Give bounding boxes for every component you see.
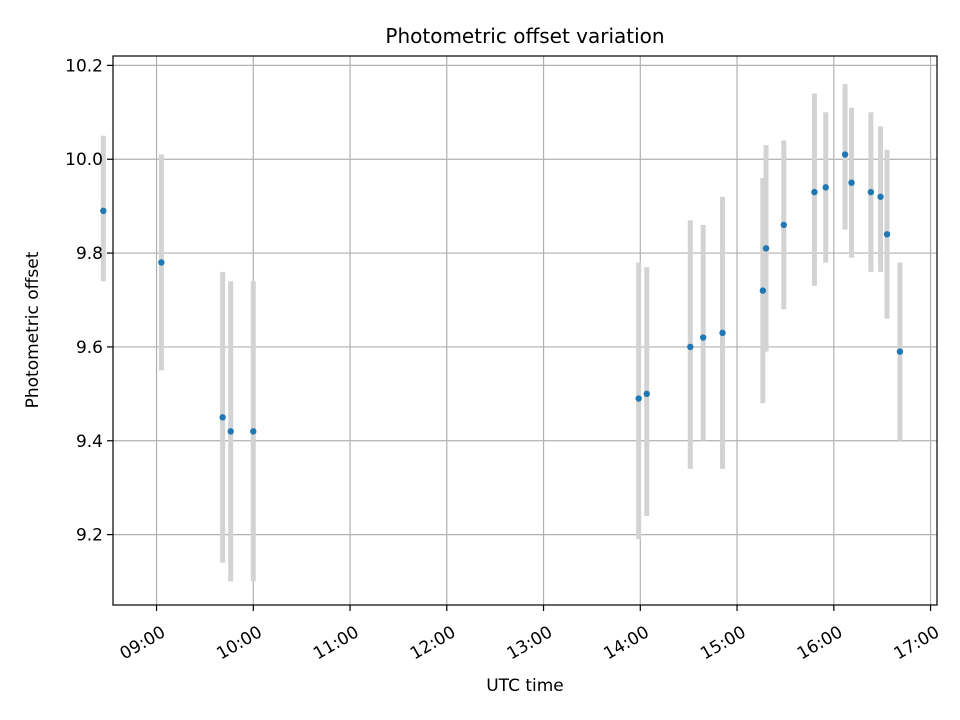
y-axis-ticks: 9.2 9.4 9.6 9.8 10.0 10.2 [65, 56, 113, 546]
data-point [867, 188, 875, 196]
data-point [635, 395, 642, 402]
data-point [687, 343, 694, 351]
data-point [811, 188, 818, 196]
plot-frame [112, 55, 938, 606]
data-point [848, 179, 855, 186]
y-tick-label: 9.8 [76, 244, 103, 264]
data-point [227, 428, 234, 435]
data-point [100, 207, 107, 215]
data-point [896, 348, 904, 355]
data-point [158, 259, 165, 266]
data-point [219, 414, 226, 421]
data-point [883, 231, 891, 238]
chart-title: Photometric offset variation [385, 24, 664, 48]
y-tick-label: 10.0 [65, 150, 103, 170]
y-tick-label: 9.4 [76, 432, 103, 452]
data-point [877, 193, 884, 200]
y-tick-label: 9.6 [76, 338, 103, 358]
data-point [643, 390, 650, 398]
y-axis-label: Photometric offset [23, 251, 43, 408]
data-point [841, 151, 849, 158]
y-tick-label: 9.2 [76, 526, 103, 546]
data-point [699, 334, 707, 341]
data-point [780, 221, 788, 229]
x-axis-label: UTC time [486, 676, 564, 696]
grid [113, 56, 937, 605]
data-points [100, 151, 904, 435]
data-point [250, 428, 257, 435]
data-point [762, 245, 770, 252]
data-point [759, 287, 767, 294]
data-point [822, 184, 829, 191]
data-point [719, 329, 726, 337]
y-tick-label: 10.2 [65, 56, 103, 76]
